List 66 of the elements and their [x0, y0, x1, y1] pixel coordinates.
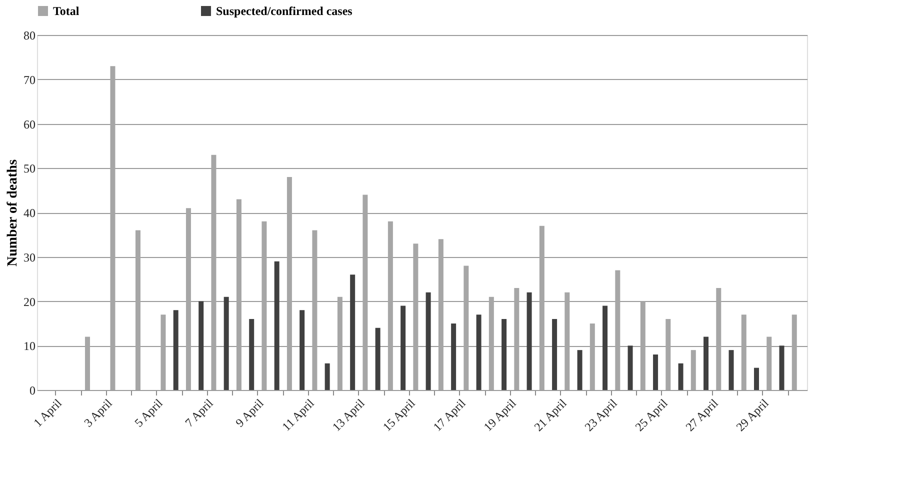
bar: [577, 350, 582, 390]
bar: [110, 66, 116, 390]
y-tick-label: 70: [24, 72, 36, 87]
bar: [337, 296, 342, 390]
bar: [135, 230, 140, 390]
bar: [312, 230, 318, 390]
legend-label: Total: [53, 4, 80, 18]
bar: [464, 266, 469, 390]
bar: [666, 319, 671, 390]
bar: [615, 270, 620, 390]
bar: [779, 346, 784, 390]
bar: [198, 301, 204, 390]
bar: [224, 296, 229, 390]
bar: [716, 288, 722, 390]
legend-label: Suspected/confirmed cases: [216, 4, 353, 18]
bar: [678, 363, 684, 390]
bar: [653, 354, 658, 390]
bar: [526, 292, 532, 390]
bar: [741, 314, 746, 390]
bar: [552, 319, 558, 390]
bar: [274, 261, 280, 390]
bar: [236, 199, 242, 390]
bar: [640, 301, 646, 390]
bar: [602, 306, 608, 390]
bar: [502, 319, 507, 390]
y-tick-label: 20: [24, 294, 36, 309]
bar: [539, 226, 544, 390]
bar: [262, 221, 267, 390]
bar: [438, 239, 444, 390]
bar: [628, 346, 633, 390]
bar: [514, 288, 520, 390]
y-tick-label: 0: [30, 384, 36, 398]
bar: [766, 336, 772, 390]
bar: [160, 314, 166, 390]
bar: [426, 292, 431, 390]
y-tick-label: 60: [24, 117, 36, 132]
y-tick-label: 30: [24, 250, 36, 264]
bar: [300, 310, 305, 390]
bar: [173, 310, 178, 390]
bar: [451, 323, 456, 390]
y-tick-label: 80: [24, 28, 36, 42]
bar: [564, 292, 570, 390]
bar: [413, 244, 418, 390]
bar: [792, 314, 797, 390]
bar: [186, 208, 191, 390]
bar: [590, 323, 595, 390]
y-tick-label: 10: [24, 339, 36, 354]
y-axis-title: Number of deaths: [6, 158, 20, 267]
bar: [754, 368, 760, 390]
bar: [84, 336, 90, 390]
bar: [249, 319, 254, 390]
bar: [704, 336, 709, 390]
bar: [488, 296, 494, 390]
bar: [350, 274, 356, 390]
y-tick-label: 50: [24, 162, 36, 176]
bar: [286, 177, 292, 390]
bar: [690, 350, 696, 390]
bar: [728, 350, 734, 390]
bar: [324, 363, 330, 390]
y-tick-label: 40: [24, 206, 36, 220]
bar: [400, 306, 406, 390]
bar: [211, 154, 216, 390]
bar: [362, 194, 368, 390]
bar: [476, 314, 482, 390]
bar: [388, 221, 393, 390]
bar: [375, 328, 380, 390]
